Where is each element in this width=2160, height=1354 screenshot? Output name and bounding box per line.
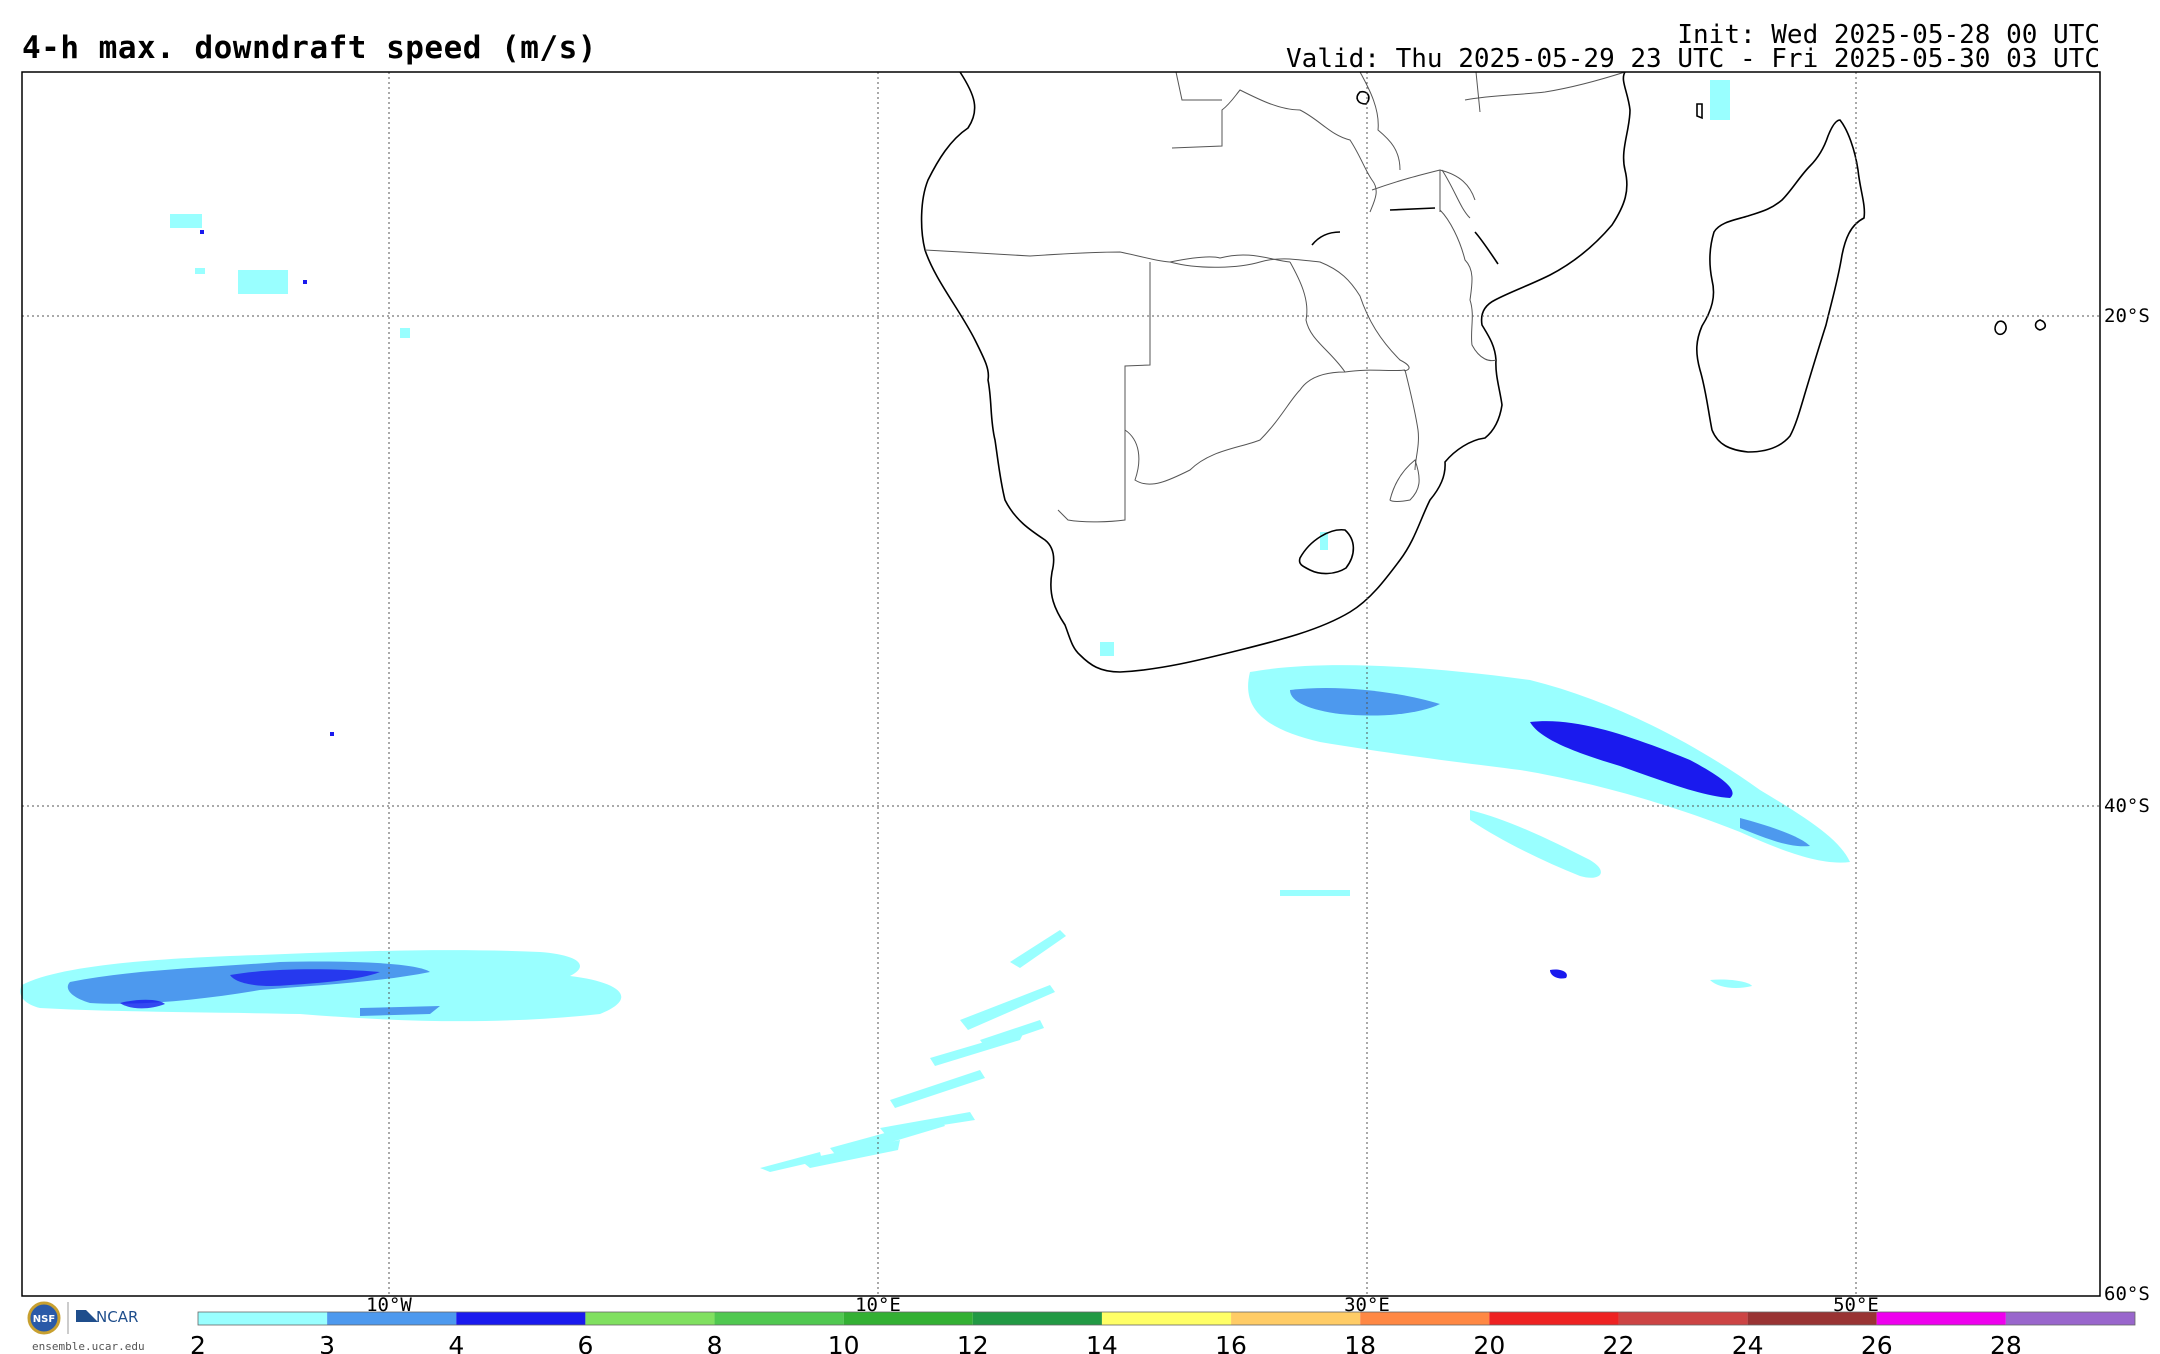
colorbar-swatch (1489, 1312, 1619, 1325)
lon-label-50e: 50°E (1833, 1294, 1879, 1316)
colorbar-tick-label: 18 (1344, 1331, 1376, 1354)
colorbar-tick-label: 28 (1990, 1331, 2022, 1354)
map-title: 4-h max. downdraft speed (m/s) (22, 30, 597, 66)
colorbar-tick-label: 4 (448, 1331, 464, 1354)
lon-label-30e: 30°E (1344, 1294, 1390, 1316)
colorbar-swatch (456, 1312, 586, 1325)
colorbar-tick-label: 22 (1603, 1331, 1635, 1354)
colorbar-swatch (2005, 1312, 2135, 1325)
colorbar-tick-label: 8 (707, 1331, 723, 1354)
lat-label-40s: 40°S (2104, 795, 2150, 817)
colorbar-border (197, 1311, 2136, 1326)
colorbar-swatch (1231, 1312, 1361, 1325)
lon-label-10e: 10°E (855, 1294, 901, 1316)
africa-coastline (920, 71, 1631, 673)
colorbar-swatch (1618, 1312, 1748, 1325)
colorbar-swatch (1876, 1312, 2006, 1325)
colorbar-swatch (327, 1312, 457, 1325)
lat-label-20s: 20°S (2104, 305, 2150, 327)
colorbar-tick-label: 12 (957, 1331, 989, 1354)
graticule (22, 72, 2100, 1296)
ncar-logo-label: NCAR (96, 1308, 138, 1326)
colorbar: 2 3 4 6 8 10 12 14 16 18 20 22 24 26 28 (190, 1311, 2136, 1354)
downdraft-blob-sw (20, 950, 622, 1022)
colorbar-tick-label: 6 (577, 1331, 593, 1354)
map-frame (21, 71, 2101, 1297)
colorbar-swatch (1747, 1312, 1877, 1325)
country-borders (924, 71, 1626, 523)
nsf-ncar-logo: NSF NCAR (27, 1301, 138, 1335)
ncar-logo-icon (76, 1310, 98, 1322)
colorbar-swatch (972, 1312, 1102, 1325)
downdraft-streaks-south (760, 930, 1066, 1172)
colorbar-tick-label: 26 (1861, 1331, 1893, 1354)
nsf-logo-label: NSF (33, 1314, 55, 1325)
colorbar-tick-label: 2 (190, 1331, 206, 1354)
lon-label-10w: 10°W (366, 1294, 412, 1316)
colorbar-tick-label: 16 (1215, 1331, 1247, 1354)
colorbar-swatch (585, 1312, 715, 1325)
downdraft-field (20, 80, 1850, 1172)
downdraft-dots (170, 80, 1730, 896)
coastlines (920, 71, 2047, 673)
valid-time: Valid: Thu 2025-05-29 23 UTC - Fri 2025-… (1286, 44, 2100, 74)
lat-label-60s: 60°S (2104, 1283, 2150, 1305)
downdraft-blob-east (1248, 665, 1850, 988)
colorbar-tick-label: 20 (1473, 1331, 1505, 1354)
nsf-logo-icon (27, 1301, 61, 1335)
logo-url: ensemble.ucar.edu (32, 1340, 145, 1353)
colorbar-tick-label: 24 (1732, 1331, 1764, 1354)
colorbar-tick-label: 3 (319, 1331, 335, 1354)
colorbar-swatch (714, 1312, 844, 1325)
colorbar-tick-label: 10 (828, 1331, 860, 1354)
init-time: Init: Wed 2025-05-28 00 UTC (1677, 20, 2100, 50)
colorbar-swatch (1360, 1312, 1490, 1325)
colorbar-tick-label: 14 (1086, 1331, 1118, 1354)
colorbar-swatch (1101, 1312, 1232, 1325)
madagascar-coastline (1696, 119, 1866, 453)
colorbar-swatch (198, 1312, 328, 1325)
colorbar-swatch (843, 1312, 973, 1325)
